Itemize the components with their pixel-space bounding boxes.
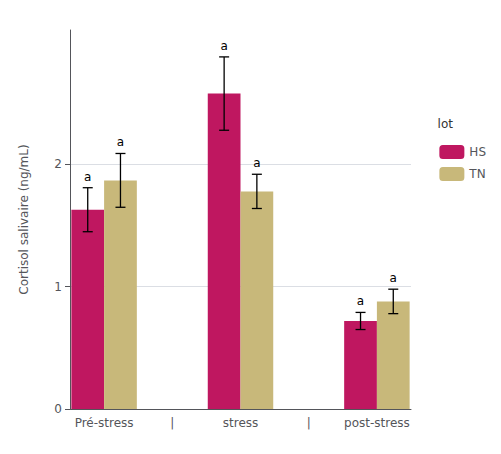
svg-text:a: a bbox=[117, 135, 124, 149]
svg-text:lot: lot bbox=[438, 117, 454, 131]
svg-text:0: 0 bbox=[54, 402, 62, 416]
svg-text:a: a bbox=[253, 156, 260, 170]
svg-text:HS: HS bbox=[469, 145, 486, 159]
svg-text:|: | bbox=[307, 416, 311, 430]
svg-text:a: a bbox=[357, 294, 364, 308]
svg-text:1: 1 bbox=[54, 280, 62, 294]
svg-text:a: a bbox=[220, 39, 227, 53]
svg-text:|: | bbox=[170, 416, 174, 430]
svg-text:a: a bbox=[84, 170, 91, 184]
svg-text:Cortisol salivaire (ng/mL): Cortisol salivaire (ng/mL) bbox=[17, 144, 31, 294]
svg-text:TN: TN bbox=[468, 167, 485, 181]
svg-text:post-stress: post-stress bbox=[344, 416, 410, 430]
svg-text:Pré-stress: Pré-stress bbox=[75, 416, 134, 430]
svg-text:a: a bbox=[390, 271, 397, 285]
svg-text:stress: stress bbox=[223, 416, 259, 430]
svg-text:2: 2 bbox=[54, 157, 62, 171]
